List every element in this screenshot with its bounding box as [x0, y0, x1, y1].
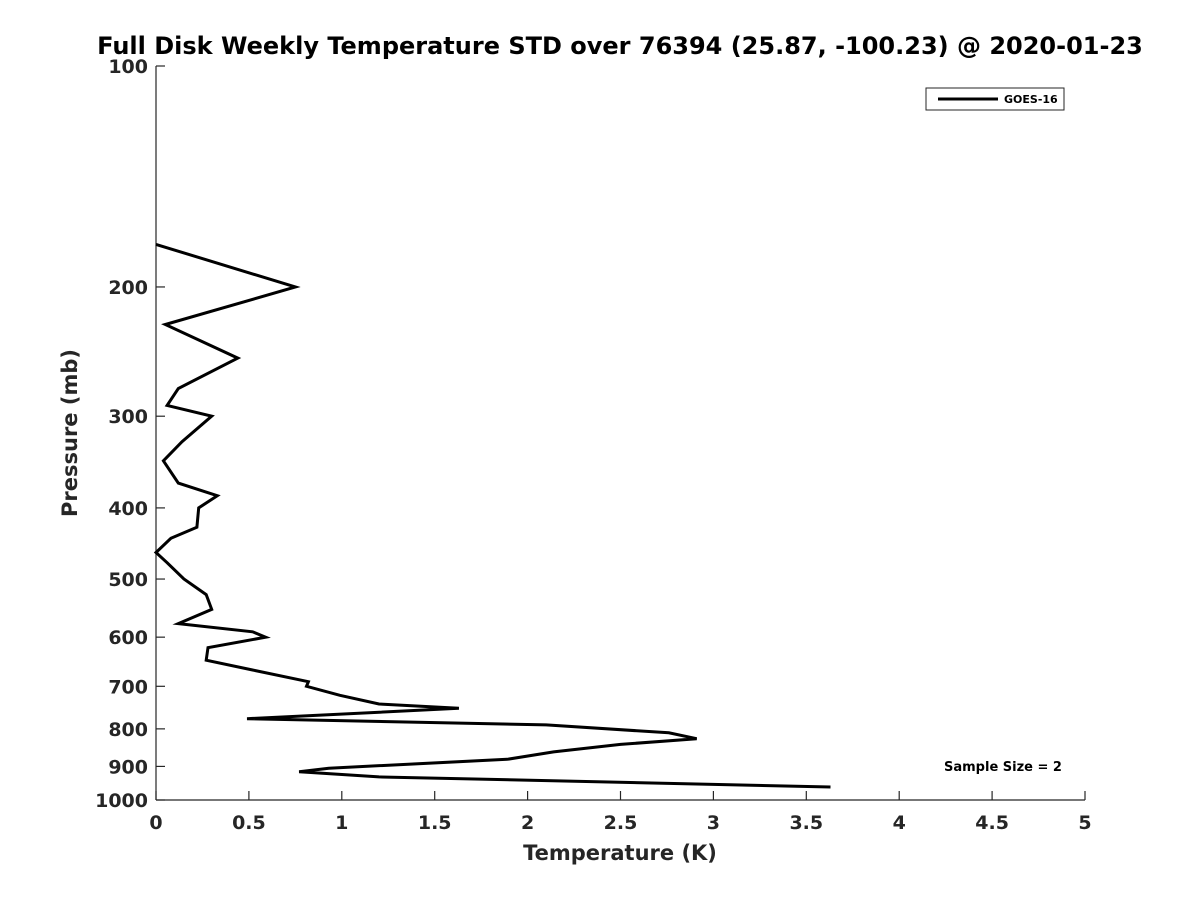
x-tick-label: 3	[707, 812, 720, 834]
legend-entry-goes-16: GOES-16	[1004, 93, 1058, 106]
x-tick-label: 1.5	[418, 812, 452, 834]
legend: GOES-16	[925, 87, 1065, 111]
y-tick-label: 700	[108, 676, 148, 698]
y-tick-label: 600	[108, 627, 148, 649]
x-tick-label: 3.5	[789, 812, 823, 834]
x-tick-label: 0.5	[232, 812, 266, 834]
y-axis-ticks: 100 200 300 400 500 600 700 800 900 1000	[95, 56, 165, 812]
x-tick-label: 1	[335, 812, 348, 834]
y-tick-label: 200	[108, 277, 148, 299]
x-tick-label: 0	[149, 812, 162, 834]
chart-title: Full Disk Weekly Temperature STD over 76…	[97, 32, 1143, 60]
y-tick-label: 800	[108, 719, 148, 741]
x-axis-label: Temperature (K)	[523, 841, 717, 865]
x-axis-ticks: 0 0.5 1 1.5 2 2.5 3 3.5 4 4.5 5	[149, 791, 1092, 834]
x-tick-label: 4.5	[975, 812, 1009, 834]
y-tick-label: 100	[108, 56, 148, 78]
y-tick-label: 500	[108, 569, 148, 591]
y-tick-label: 400	[108, 498, 148, 520]
y-tick-label: 1000	[95, 790, 148, 812]
y-tick-label: 300	[108, 406, 148, 428]
y-axis-label: Pressure (mb)	[58, 349, 82, 517]
x-tick-label: 2.5	[604, 812, 638, 834]
x-tick-label: 4	[893, 812, 906, 834]
series-line-goes-16	[153, 242, 831, 789]
x-tick-label: 5	[1078, 812, 1091, 834]
y-tick-label: 900	[108, 756, 148, 778]
sample-size-annotation: Sample Size = 2	[944, 760, 1062, 775]
x-tick-label: 2	[521, 812, 534, 834]
